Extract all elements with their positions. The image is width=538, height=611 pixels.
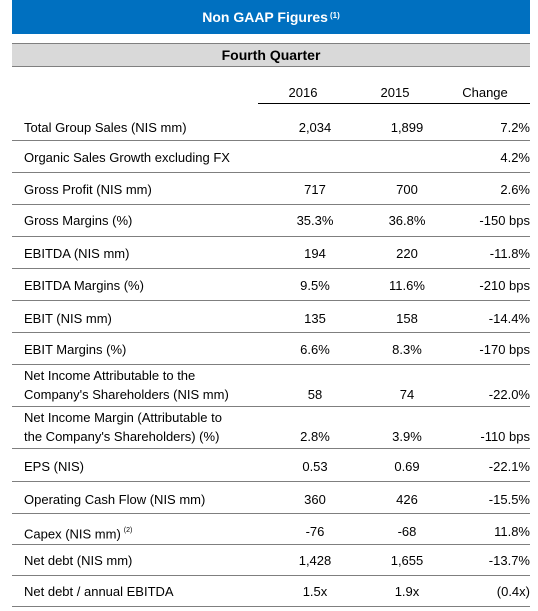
value-change: 11.8% [494,524,530,539]
value-2015: -68 [397,524,417,539]
table-row: EBITDA (NIS mm) 194 220 -11.8% [12,237,530,269]
row-label: EBIT (NIS mm) [24,311,112,326]
value-change: -210 bps [479,278,530,293]
table-row: Operating Cash Flow (NIS mm) 360 426 -15… [12,482,530,514]
table-row: Net Income Margin (Attributable to the C… [12,407,530,449]
table-row: Gross Margins (%) 35.3% 36.8% -150 bps [12,205,530,237]
value-change: -22.0% [488,387,530,402]
title-footnote-marker: (1) [329,10,340,20]
row-label-line-1: Net Income Margin (Attributable to [24,410,222,425]
value-2016: 6.6% [300,342,330,357]
value-change: 7.2% [500,120,530,135]
value-2016: 0.53 [302,459,328,474]
value-2016: 2.8% [300,429,330,444]
value-2016: 194 [304,246,326,261]
value-2015: 426 [396,492,418,507]
row-label-line-2: the Company's Shareholders) (%) [24,429,220,444]
value-change: -13.7% [488,553,530,568]
row-label-line-2: Company's Shareholders (NIS mm) [24,387,229,402]
value-change: -170 bps [479,342,530,357]
column-header-2015: 2015 [380,84,410,100]
table-row: EBITDA Margins (%) 9.5% 11.6% -210 bps [12,269,530,301]
period-label: Fourth Quarter [221,47,321,63]
value-change: 4.2% [500,150,530,165]
value-change: 2.6% [500,182,530,197]
value-2016: 2,034 [298,120,332,135]
value-change: -110 bps [480,429,530,444]
footnote-marker: (2) [123,527,133,534]
row-label: EBITDA (NIS mm) [24,246,130,261]
table-row: Net debt (NIS mm) 1,428 1,655 -13.7% [12,545,530,576]
row-label: Operating Cash Flow (NIS mm) [24,492,206,507]
value-2015: 1.9x [394,584,420,599]
row-label: EBIT Margins (%) [24,342,127,357]
header-divider [258,103,530,104]
row-label-line-1: Net Income Attributable to the [24,368,196,383]
value-2015: 11.6% [389,278,425,293]
row-label: Gross Margins (%) [24,213,133,228]
value-2016: 717 [304,182,326,197]
column-header-2016: 2016 [288,84,318,100]
value-2016: 360 [304,492,326,507]
table-row: Net Income Attributable to the Company's… [12,365,530,407]
value-change: -22.1% [488,459,530,474]
value-2015: 8.3% [392,342,422,357]
column-header-change: Change [462,84,508,100]
value-2015: 74 [399,387,415,402]
row-label: Organic Sales Growth excluding FX [24,150,230,165]
table-title: Non GAAP Figures [202,9,328,25]
value-change: -14.4% [488,311,530,326]
value-2016: 58 [307,387,323,402]
row-label: Gross Profit (NIS mm) [24,182,152,197]
value-2015: 700 [396,182,418,197]
value-2016: 1,428 [298,553,332,568]
row-label: Capex (NIS mm) (2) [24,523,132,543]
value-2015: 1,655 [390,553,424,568]
row-label: Net debt (NIS mm) [24,553,133,568]
value-2015: 3.9% [392,429,422,444]
value-change: -11.8% [489,246,530,261]
value-2015: 36.8% [388,213,426,228]
table-title-bar: Non GAAP Figures (1) [12,0,530,34]
row-label: Net debt / annual EBITDA [24,584,174,599]
value-2015: 220 [396,246,418,261]
row-label-text: Capex (NIS mm) [24,526,121,542]
table-row: Total Group Sales (NIS mm) 2,034 1,899 7… [12,115,530,141]
value-2016: 1.5x [302,584,328,599]
table-row: Capex (NIS mm) (2) -76 -68 11.8% [12,514,530,545]
value-2016: -76 [305,524,325,539]
value-change: -15.5% [488,492,530,507]
table-row: EBIT Margins (%) 6.6% 8.3% -170 bps [12,333,530,365]
table-row: EPS (NIS) 0.53 0.69 -22.1% [12,449,530,482]
table-row: Net debt / annual EBITDA 1.5x 1.9x (0.4x… [12,576,530,607]
value-2015: 0.69 [394,459,420,474]
table-row: Gross Profit (NIS mm) 717 700 2.6% [12,173,530,205]
row-label: Total Group Sales (NIS mm) [24,120,187,135]
value-change: (0.4x) [496,584,530,599]
value-2015: 1,899 [390,120,424,135]
value-2016: 9.5% [300,278,330,293]
value-change: -150 bps [479,213,530,228]
table-row: Organic Sales Growth excluding FX 4.2% [12,141,530,173]
value-2016: 135 [304,311,326,326]
row-label: EBITDA Margins (%) [24,278,144,293]
table-row: EBIT (NIS mm) 135 158 -14.4% [12,301,530,333]
period-header: Fourth Quarter [12,43,530,67]
value-2015: 158 [396,311,418,326]
row-label: EPS (NIS) [24,459,84,474]
value-2016: 35.3% [296,213,334,228]
